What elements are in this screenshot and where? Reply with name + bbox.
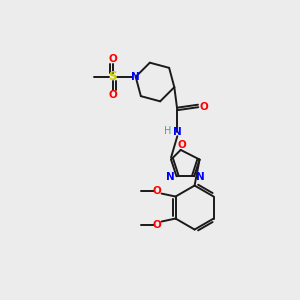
- Text: O: O: [152, 185, 161, 196]
- Text: H: H: [164, 126, 171, 136]
- Text: N: N: [196, 172, 205, 182]
- Text: O: O: [108, 90, 117, 100]
- Text: N: N: [166, 172, 175, 182]
- Text: O: O: [177, 140, 186, 150]
- Text: O: O: [152, 220, 161, 230]
- Text: N: N: [173, 127, 182, 137]
- Text: O: O: [200, 102, 209, 112]
- Text: N: N: [131, 72, 140, 82]
- Text: O: O: [108, 54, 117, 64]
- Text: S: S: [108, 70, 117, 83]
